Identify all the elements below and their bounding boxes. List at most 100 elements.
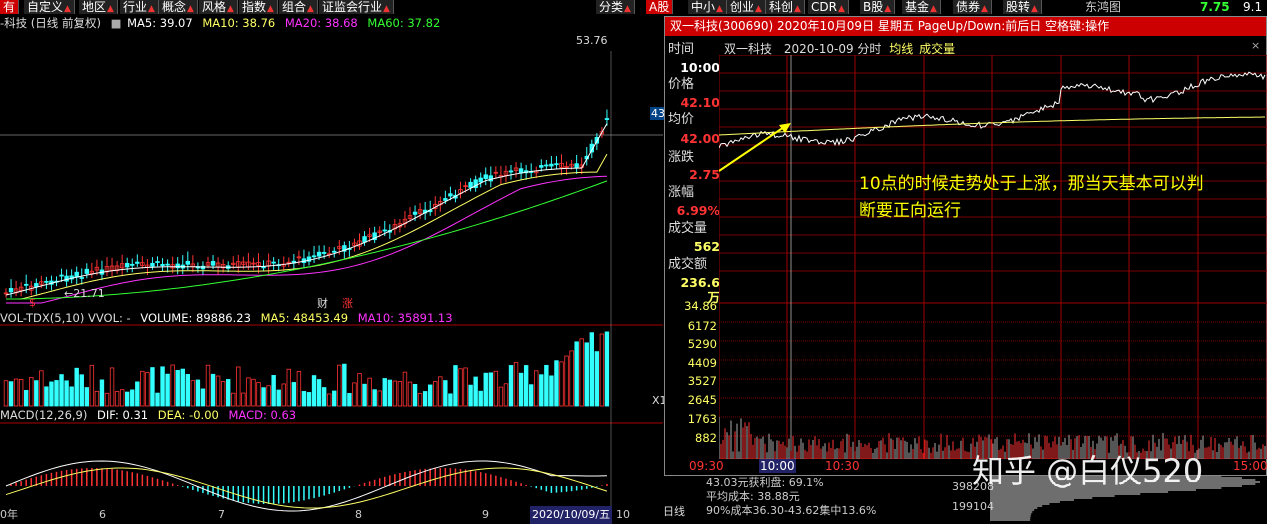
time-value: 10:00 bbox=[680, 60, 720, 75]
candle-body bbox=[119, 263, 125, 269]
tab-category[interactable]: 分类▲ bbox=[596, 0, 635, 14]
volume-bar bbox=[564, 355, 569, 407]
tab-region[interactable]: 地区▲ bbox=[79, 0, 118, 14]
volume-bar bbox=[549, 375, 554, 407]
candle-body bbox=[59, 274, 64, 277]
tab-share-transfer[interactable]: 股转▲ bbox=[1003, 0, 1042, 14]
chip-distribution bbox=[990, 476, 1260, 521]
date-label-7: 7 bbox=[218, 508, 225, 521]
candle-body bbox=[150, 262, 155, 267]
volume-bar bbox=[448, 393, 453, 407]
volume-bar bbox=[89, 364, 95, 407]
volume-bar bbox=[54, 380, 59, 407]
candle-body bbox=[34, 283, 39, 288]
candle-body bbox=[160, 263, 165, 267]
volume-bar bbox=[316, 379, 322, 407]
tab-a-share[interactable]: A股 bbox=[646, 0, 674, 14]
tab-b-share[interactable]: B股▲ bbox=[860, 0, 896, 14]
tab-portfolio[interactable]: 组合▲ bbox=[279, 0, 318, 14]
candle-body bbox=[84, 268, 89, 274]
candle-body bbox=[175, 263, 180, 269]
tab-star[interactable]: 科创▲ bbox=[766, 0, 805, 14]
volume-bar bbox=[160, 366, 165, 407]
chip-profit-line: 43.03元获利盘: 69.1% bbox=[706, 476, 824, 489]
tab-concept[interactable]: 概念▲ bbox=[159, 0, 198, 14]
tab-fund[interactable]: 基金▲ bbox=[902, 0, 941, 14]
tab-you[interactable]: 有 bbox=[0, 0, 20, 14]
dividend-marker[interactable]: $ bbox=[29, 296, 36, 309]
tab-bond[interactable]: 债券▲ bbox=[953, 0, 992, 14]
popup-title[interactable]: 双一科技(300690) 2020年10月09日 星期五 PageUp/Down… bbox=[665, 17, 1266, 36]
candle-body bbox=[448, 193, 453, 197]
volume-bar bbox=[362, 383, 367, 407]
chip-90-cost-line: 90%成本36.30-43.62集中13.6% bbox=[706, 504, 877, 517]
candle-body bbox=[79, 277, 84, 279]
tab-cdr[interactable]: CDR▲ bbox=[808, 0, 849, 14]
tab-style[interactable]: 风格▲ bbox=[199, 0, 238, 14]
volume-bar bbox=[412, 384, 418, 407]
candle-body bbox=[114, 265, 120, 272]
vol-scale-tag: X1 bbox=[652, 394, 667, 407]
ma20-line bbox=[6, 175, 607, 304]
date-label-10: 10 bbox=[616, 508, 630, 521]
volume-bar bbox=[539, 374, 544, 407]
volume-bar bbox=[23, 389, 29, 407]
toggle-icon[interactable]: ■ bbox=[110, 16, 122, 30]
annotation-line-1: 10点的时候走势处于上涨，那当天基本可以判 bbox=[859, 174, 1204, 194]
candle-body bbox=[155, 261, 160, 263]
candle-body bbox=[564, 166, 569, 168]
finance-marker[interactable]: 财 bbox=[317, 297, 328, 310]
kline-canvas[interactable] bbox=[0, 31, 663, 521]
volume-bar bbox=[241, 392, 246, 407]
ma60-label: MA60: 37.82 bbox=[367, 16, 441, 30]
limit-up-marker[interactable]: 涨 bbox=[342, 297, 353, 310]
price-tag: 43 bbox=[650, 107, 666, 120]
candle-body bbox=[39, 281, 44, 285]
candle-body bbox=[488, 175, 493, 182]
close-icon[interactable]: × bbox=[1251, 39, 1261, 52]
kline-panel: -科技 (日线 前复权) ■ MA5: 39.07 MA10: 38.76 MA… bbox=[0, 14, 667, 524]
tab-csrc-industry[interactable]: 证监会行业▲ bbox=[319, 0, 394, 14]
candle-body bbox=[18, 286, 24, 292]
volume-bar bbox=[493, 370, 499, 407]
volume-bar bbox=[397, 381, 403, 407]
minute-canvas[interactable] bbox=[719, 55, 1267, 459]
candle-body bbox=[342, 245, 347, 252]
quote-stock-name: 东鸿图 bbox=[1085, 0, 1122, 14]
change-label: 涨跌 bbox=[668, 150, 695, 165]
volume-bar bbox=[119, 389, 125, 407]
candle-body bbox=[140, 262, 145, 266]
volume-bar bbox=[463, 367, 468, 407]
candle-body bbox=[296, 256, 302, 259]
tab-chinext[interactable]: 创业▲ bbox=[727, 0, 766, 14]
volume-bar bbox=[84, 387, 89, 407]
volume-bar bbox=[94, 390, 100, 407]
volume-bar bbox=[256, 382, 261, 407]
candle-body bbox=[589, 143, 594, 153]
volume-bar bbox=[392, 380, 398, 407]
minute-chart-popup[interactable]: 双一科技(300690) 2020年10月09日 星期五 PageUp/Down… bbox=[664, 16, 1267, 476]
tab-industry[interactable]: 行业▲ bbox=[120, 0, 159, 14]
candle-body bbox=[251, 262, 256, 265]
candle-body bbox=[125, 262, 130, 268]
candle-body bbox=[261, 266, 266, 269]
candle-body bbox=[367, 234, 372, 237]
ma5-label: MA5: 39.07 bbox=[127, 16, 193, 30]
volume-bar bbox=[443, 380, 448, 407]
candle-body bbox=[316, 251, 322, 257]
volume-bar bbox=[422, 391, 428, 407]
tab-index[interactable]: 指数▲ bbox=[239, 0, 278, 14]
volume-bar bbox=[215, 375, 221, 407]
volume-bar bbox=[377, 390, 382, 407]
tab-sme[interactable]: 中小▲ bbox=[688, 0, 727, 14]
volume-value: VOLUME: 89886.23 bbox=[140, 311, 251, 325]
volume-bar bbox=[64, 380, 69, 407]
volume-bar bbox=[286, 368, 291, 407]
tab-custom[interactable]: 自定义▲ bbox=[24, 0, 75, 14]
period-label[interactable]: 日线 bbox=[663, 505, 685, 518]
volume-bar bbox=[49, 381, 54, 407]
vol-axis-6: 1763 bbox=[687, 412, 717, 426]
volume-bar bbox=[433, 381, 438, 407]
candle-body bbox=[200, 265, 206, 270]
candle-body bbox=[544, 164, 549, 167]
